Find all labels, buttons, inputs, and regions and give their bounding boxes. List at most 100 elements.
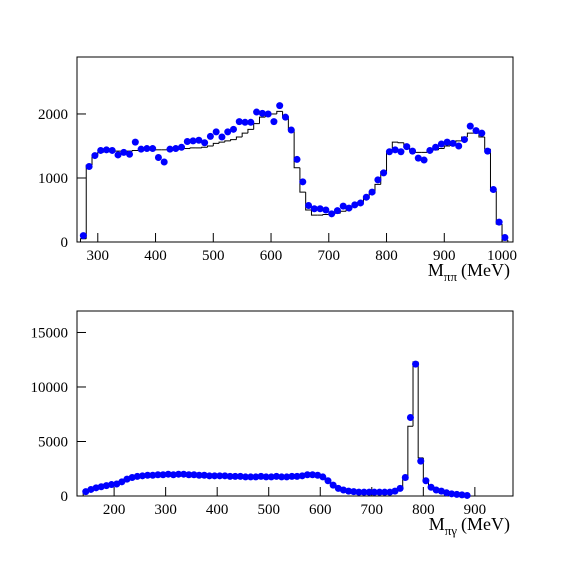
histogram-step (386, 151, 393, 172)
data-point (495, 218, 503, 226)
x-tick-label: 300 (87, 248, 110, 264)
data-point (391, 146, 399, 154)
data-point (414, 154, 422, 162)
data-point (351, 201, 359, 209)
histogram-step (299, 167, 306, 193)
data-point (211, 472, 219, 480)
data-point (257, 472, 265, 480)
data-point (370, 488, 378, 496)
x-axis-label: Mπγ (MeV) (429, 514, 510, 538)
x-tick-label: 200 (103, 502, 126, 518)
data-point (252, 473, 260, 481)
data-point (355, 488, 363, 496)
data-point (324, 477, 332, 485)
data-point (108, 146, 116, 154)
y-tick-label: 15000 (31, 325, 69, 341)
y-tick-label: 2000 (38, 107, 68, 123)
y-tick-label: 0 (61, 235, 69, 251)
data-point (299, 178, 307, 186)
data-point (401, 473, 409, 481)
x-tick-label: 800 (412, 502, 435, 518)
data-point (422, 477, 430, 485)
data-point (264, 110, 272, 118)
data-point (283, 473, 291, 481)
data-point (420, 156, 428, 164)
data-point (272, 472, 280, 480)
histogram-step (310, 209, 318, 216)
data-point (316, 205, 324, 213)
data-point (235, 118, 243, 126)
histogram-step (407, 425, 414, 480)
histogram-step (322, 213, 329, 216)
data-point (453, 490, 461, 498)
data-point (417, 457, 425, 465)
data-point (412, 360, 420, 368)
histogram-step (305, 192, 312, 211)
data-point (236, 472, 244, 480)
data-point (253, 108, 261, 116)
data-point (133, 472, 141, 480)
data-point (218, 133, 226, 141)
data-point (166, 145, 174, 153)
data-point (293, 472, 301, 480)
histogram-step (484, 137, 491, 150)
data-point (200, 471, 208, 479)
data-point (131, 138, 139, 146)
data-point (224, 128, 232, 136)
data-point (206, 132, 214, 140)
data-point (484, 147, 492, 155)
data-point (180, 470, 188, 478)
histogram-step (235, 136, 243, 140)
data-point (195, 136, 203, 144)
data-point (108, 481, 116, 489)
data-point (183, 137, 191, 145)
histogram-step (258, 116, 266, 124)
data-point (455, 142, 463, 150)
data-point (118, 478, 126, 486)
data-point (276, 102, 284, 110)
histogram-step (241, 132, 248, 138)
histogram-step (466, 132, 474, 138)
x-tick-label: 400 (144, 248, 167, 264)
x-label-symbol: M (428, 260, 444, 280)
y-tick-label: 1000 (38, 171, 68, 187)
data-point (310, 205, 318, 213)
data-point (172, 145, 180, 153)
data-point (374, 176, 382, 184)
histogram-step (189, 147, 196, 149)
data-point (126, 150, 134, 158)
data-point (426, 146, 434, 154)
x-tick-label: 800 (375, 248, 398, 264)
data-point (303, 471, 311, 479)
data-point (403, 143, 411, 151)
histogram-step (443, 145, 451, 149)
histogram-step (276, 110, 283, 114)
data-point (350, 488, 358, 496)
data-point (368, 188, 376, 196)
histogram-step (85, 164, 93, 239)
data-point (432, 143, 440, 151)
data-point (427, 483, 435, 491)
data-point (309, 471, 317, 479)
data-point (391, 487, 399, 495)
data-point (333, 207, 341, 215)
data-point (216, 472, 224, 480)
x-tick-label: 300 (154, 502, 177, 518)
data-point (345, 204, 353, 212)
data-point (97, 146, 105, 154)
data-point (406, 414, 414, 422)
data-point (460, 136, 468, 144)
x-tick-label: 500 (202, 248, 225, 264)
data-point (365, 488, 373, 496)
data-point (329, 481, 337, 489)
data-point (154, 154, 162, 162)
histogram-step (131, 149, 139, 152)
x-label-symbol: M (429, 514, 445, 534)
x-label-unit: (MeV) (461, 260, 510, 281)
data-point (185, 471, 193, 479)
data-point (478, 129, 486, 137)
data-point (472, 127, 480, 135)
data-point (247, 473, 255, 481)
data-point (175, 470, 183, 478)
